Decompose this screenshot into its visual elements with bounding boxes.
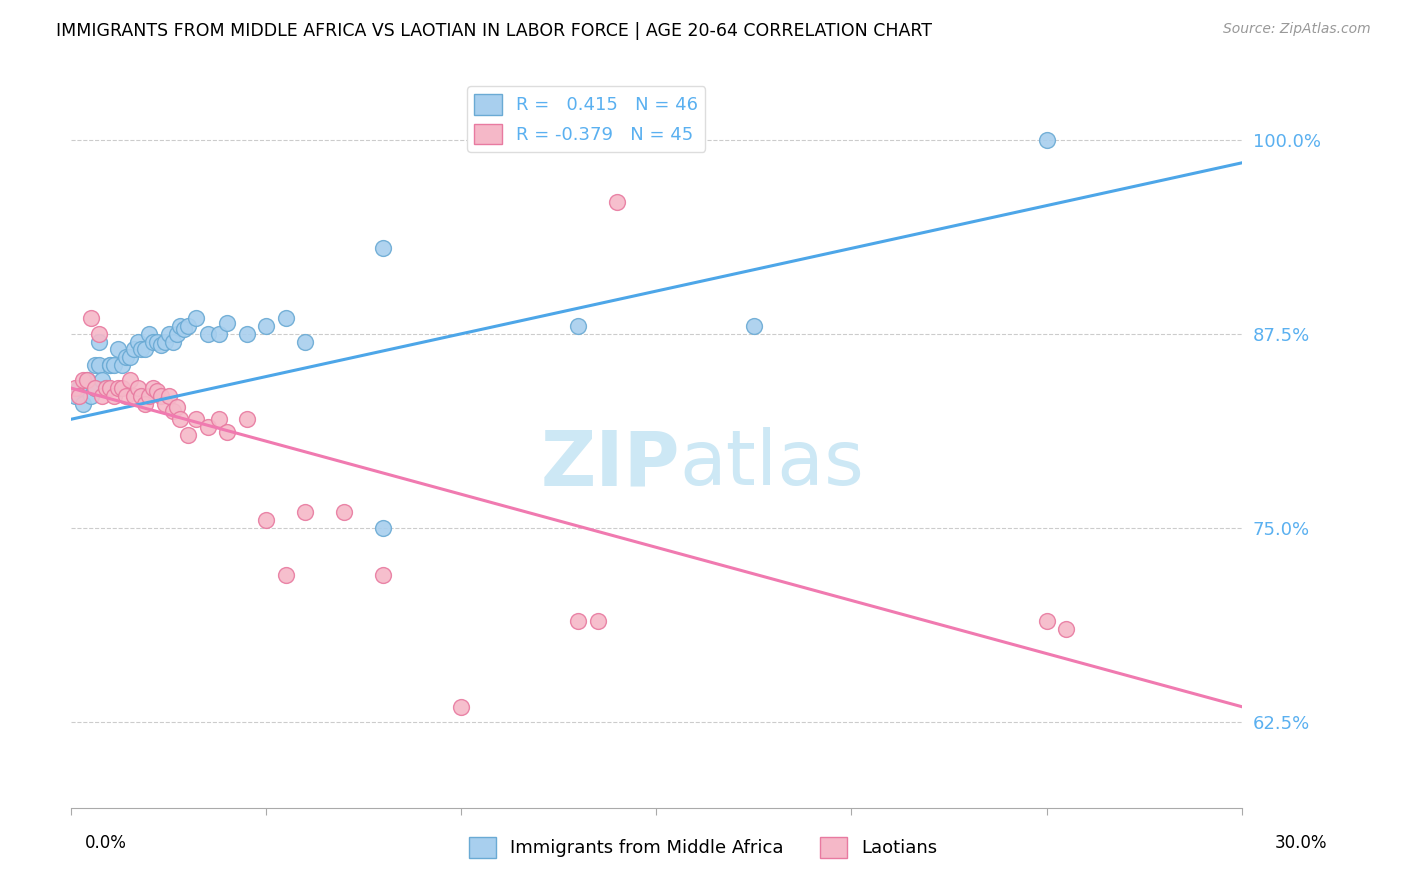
Point xyxy=(169,412,191,426)
Point xyxy=(98,358,121,372)
Point xyxy=(742,318,765,333)
Point xyxy=(274,567,297,582)
Point xyxy=(606,194,628,209)
Text: IMMIGRANTS FROM MIDDLE AFRICA VS LAOTIAN IN LABOR FORCE | AGE 20-64 CORRELATION : IMMIGRANTS FROM MIDDLE AFRICA VS LAOTIAN… xyxy=(56,22,932,40)
Point xyxy=(149,389,172,403)
Point xyxy=(373,521,395,535)
Point xyxy=(217,316,239,330)
Point xyxy=(177,427,200,442)
Point xyxy=(83,358,105,372)
Legend: Immigrants from Middle Africa, Laotians: Immigrants from Middle Africa, Laotians xyxy=(461,830,945,865)
Point xyxy=(208,412,231,426)
Text: 0.0%: 0.0% xyxy=(84,834,127,852)
Point xyxy=(115,389,138,403)
Point xyxy=(103,358,125,372)
Point xyxy=(98,381,121,395)
Point xyxy=(115,350,138,364)
Point xyxy=(118,350,141,364)
Point xyxy=(373,241,395,255)
Point xyxy=(177,318,200,333)
Point xyxy=(98,358,121,372)
Point xyxy=(63,381,86,395)
Point xyxy=(153,397,176,411)
Point xyxy=(146,334,169,349)
Point xyxy=(1035,132,1057,146)
Point xyxy=(138,389,160,403)
Point xyxy=(134,343,156,357)
Point xyxy=(63,389,86,403)
Point xyxy=(197,420,219,434)
Point xyxy=(83,381,105,395)
Point xyxy=(217,425,239,439)
Point xyxy=(142,381,165,395)
Point xyxy=(254,318,277,333)
Point xyxy=(138,326,160,341)
Point xyxy=(127,334,149,349)
Point xyxy=(274,311,297,326)
Point xyxy=(131,389,153,403)
Point xyxy=(197,326,219,341)
Point xyxy=(76,373,98,387)
Point xyxy=(111,381,134,395)
Point xyxy=(111,358,134,372)
Point xyxy=(236,326,259,341)
Point xyxy=(162,404,184,418)
Point xyxy=(118,373,141,387)
Point xyxy=(76,373,98,387)
Point xyxy=(96,381,118,395)
Text: atlas: atlas xyxy=(681,427,865,501)
Point xyxy=(87,334,110,349)
Point xyxy=(91,373,114,387)
Point xyxy=(1054,622,1077,636)
Point xyxy=(166,400,188,414)
Point xyxy=(1035,614,1057,628)
Point xyxy=(80,389,103,403)
Point xyxy=(131,343,153,357)
Point xyxy=(107,381,129,395)
Point xyxy=(96,381,118,395)
Point xyxy=(122,389,145,403)
Point xyxy=(72,373,94,387)
Point xyxy=(173,322,195,336)
Point xyxy=(87,358,110,372)
Point xyxy=(333,505,356,519)
Point xyxy=(254,513,277,527)
Point xyxy=(236,412,259,426)
Point xyxy=(208,326,231,341)
Point xyxy=(567,614,589,628)
Point xyxy=(103,389,125,403)
Point xyxy=(72,397,94,411)
Point xyxy=(294,334,316,349)
Point xyxy=(184,412,207,426)
Point xyxy=(107,343,129,357)
Point xyxy=(157,389,180,403)
Point xyxy=(134,397,156,411)
Point xyxy=(91,389,114,403)
Point xyxy=(184,311,207,326)
Point xyxy=(567,318,589,333)
Point xyxy=(162,334,184,349)
Point xyxy=(166,326,188,341)
Text: ZIP: ZIP xyxy=(540,427,681,501)
Point xyxy=(67,389,90,403)
Point xyxy=(149,337,172,351)
Point xyxy=(153,334,176,349)
Point xyxy=(83,381,105,395)
Point xyxy=(80,311,103,326)
Point xyxy=(373,567,395,582)
Point xyxy=(127,381,149,395)
Point xyxy=(169,318,191,333)
Point xyxy=(294,505,316,519)
Point xyxy=(122,343,145,357)
Point xyxy=(157,326,180,341)
Point xyxy=(142,334,165,349)
Text: Source: ZipAtlas.com: Source: ZipAtlas.com xyxy=(1223,22,1371,37)
Point xyxy=(67,381,90,395)
Point xyxy=(87,326,110,341)
Point xyxy=(586,614,609,628)
Text: 30.0%: 30.0% xyxy=(1274,834,1327,852)
Point xyxy=(450,699,472,714)
Legend: R =   0.415   N = 46, R = -0.379   N = 45: R = 0.415 N = 46, R = -0.379 N = 45 xyxy=(467,87,706,152)
Point xyxy=(146,384,169,399)
